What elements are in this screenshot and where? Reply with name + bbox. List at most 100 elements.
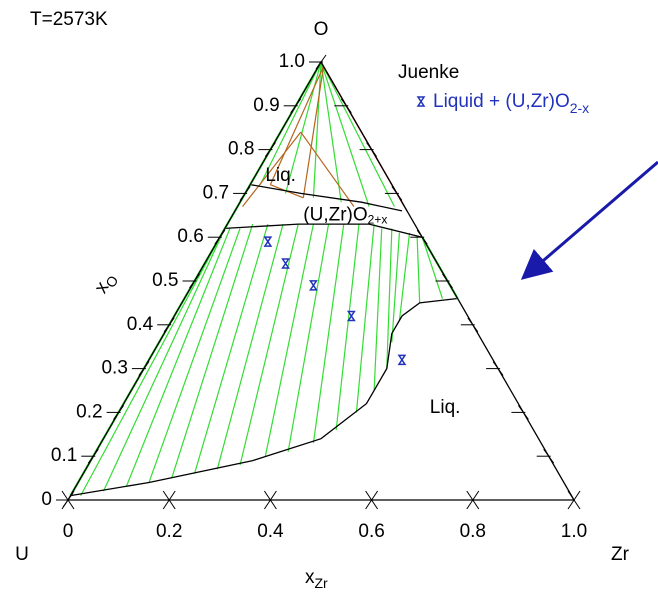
tick-mark <box>517 405 529 420</box>
tie-line <box>302 66 325 198</box>
corner-label: U <box>15 544 29 565</box>
tick-mark <box>467 317 479 333</box>
tick-mark <box>315 54 327 70</box>
x-axis-label-main: x <box>305 567 315 588</box>
tie-line <box>80 228 226 496</box>
legend-label-sub: 2-x <box>570 100 589 116</box>
annotation-text: Liq. <box>265 165 296 186</box>
annotation-text: Liq. <box>430 397 461 418</box>
tick-mark <box>113 405 125 420</box>
y-tick-label: 0.5 <box>152 270 178 291</box>
x-axis-label-sub: Zr <box>315 575 329 591</box>
legend-label: Liquid + (U,Zr)O <box>433 91 570 112</box>
y-axis-label: xO <box>90 269 121 299</box>
tick-mark <box>567 490 581 510</box>
x-tick-label: 0.2 <box>156 521 182 542</box>
y-tick-label: 0.1 <box>51 445 77 466</box>
tie-line <box>171 223 254 479</box>
tie-line <box>300 131 355 207</box>
y-tick-label: 0.2 <box>76 401 102 422</box>
tie-line <box>242 131 302 207</box>
tick-mark <box>340 98 352 114</box>
x-tick-label: 0.6 <box>358 521 384 542</box>
y-tick-label: 1.0 <box>279 51 305 72</box>
data-point <box>263 236 273 247</box>
tick-mark <box>366 142 378 157</box>
tie-line <box>355 224 375 413</box>
annotation-sub: 2+x <box>368 212 388 226</box>
tie-line <box>148 228 241 483</box>
tick-mark <box>442 273 453 289</box>
tie-line <box>320 61 395 207</box>
legend-entry: Liquid + (U,Zr)O2-x <box>433 91 589 116</box>
tick-mark <box>61 490 75 510</box>
corner-label: O <box>314 19 329 40</box>
tick-mark <box>492 361 504 376</box>
tick-mark <box>416 229 428 245</box>
tie-line <box>287 223 330 452</box>
tie-line <box>416 237 421 303</box>
phase-boundary <box>70 297 458 497</box>
tie-line <box>391 232 401 343</box>
annotation: Liq. <box>265 165 296 186</box>
data-point <box>397 354 407 366</box>
y-tick-label: 0.3 <box>101 358 127 379</box>
y-tick-label: 0 <box>41 489 52 510</box>
tie-line <box>421 237 444 299</box>
tie-line <box>125 228 231 488</box>
tick-mark <box>87 448 99 464</box>
tie-line <box>193 223 269 474</box>
data-point <box>309 280 318 291</box>
tie-line <box>216 223 284 470</box>
tick-mark <box>365 490 379 510</box>
tick-mark <box>214 229 226 245</box>
tick-mark <box>162 490 176 510</box>
tick-mark <box>138 361 150 376</box>
tie-line <box>239 223 299 466</box>
annotation: (U,Zr)O2+x <box>303 204 387 226</box>
tick-mark <box>543 448 555 464</box>
data-point <box>346 310 356 322</box>
tick-mark <box>391 186 403 201</box>
x-tick-label: 0.8 <box>460 521 486 542</box>
tie-line <box>386 228 393 369</box>
y-tick-label: 0.6 <box>177 226 203 247</box>
y-tick-label: 0.8 <box>228 139 254 160</box>
tick-mark <box>189 273 200 289</box>
data-point <box>281 258 290 269</box>
annotation-text: (U,Zr)O <box>303 204 367 225</box>
tie-line <box>312 223 345 444</box>
phase-boundary <box>224 223 423 238</box>
x-tick-label: 0 <box>63 521 74 542</box>
corner-label: Zr <box>611 544 630 565</box>
tick-mark <box>239 186 251 201</box>
x-tick-label: 1.0 <box>561 521 587 542</box>
tie-line <box>312 61 322 198</box>
phase-lines <box>69 61 459 497</box>
x-tick-label: 0.4 <box>257 521 284 542</box>
annotation: Liq. <box>430 397 461 418</box>
y-tick-label: 0.4 <box>127 314 154 335</box>
y-tick-label: 0.9 <box>253 95 279 116</box>
tie-line <box>320 61 342 203</box>
tie-line <box>264 223 314 457</box>
pointer-arrow <box>520 160 658 280</box>
tie-line <box>320 61 370 207</box>
phase-boundary <box>250 183 403 212</box>
tick-mark <box>466 490 480 510</box>
tick-mark <box>264 142 276 157</box>
tick-mark <box>263 490 277 510</box>
tie-line <box>102 228 226 492</box>
tie-line <box>335 223 360 430</box>
tick-mark <box>163 317 175 333</box>
y-tick-label: 0.7 <box>203 182 229 203</box>
chart-title: T=2573K <box>30 9 108 30</box>
tie-line <box>269 66 325 185</box>
x-axis-label: xZr <box>305 567 328 591</box>
triangle-frame <box>66 60 576 501</box>
tie-line <box>398 232 411 321</box>
tick-mark <box>290 98 302 114</box>
tie-line <box>373 228 383 391</box>
